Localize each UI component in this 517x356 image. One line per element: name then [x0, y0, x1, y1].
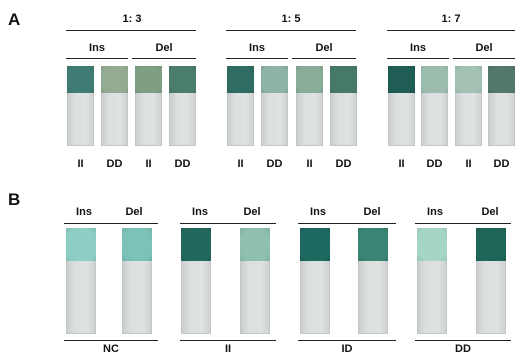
group-rule — [180, 223, 276, 224]
test-strip — [455, 66, 482, 146]
genotype-rule — [64, 340, 158, 341]
test-strip — [67, 66, 94, 146]
test-strip — [296, 66, 323, 146]
panel-a-letter: A — [8, 10, 21, 29]
genotype-rule — [180, 340, 276, 341]
ins-label: Ins — [89, 42, 105, 54]
test-strip — [421, 66, 448, 146]
strip-pad — [227, 66, 254, 93]
test-strip — [300, 228, 330, 334]
test-strip — [488, 66, 515, 146]
genotype-label: II — [145, 158, 152, 170]
strip-pad — [66, 228, 96, 261]
ratio-label: 1: 3 — [122, 13, 142, 25]
strip-pad — [417, 228, 447, 261]
ins-rule — [66, 58, 128, 59]
test-strip — [358, 228, 388, 334]
test-strip — [240, 228, 270, 334]
genotype-label: ID — [341, 343, 353, 355]
ratio-label: 1: 5 — [281, 13, 301, 25]
test-strip — [476, 228, 506, 334]
strip-pad — [67, 66, 94, 93]
test-strip — [101, 66, 128, 146]
ratio-rule — [226, 30, 356, 31]
strip-pad — [488, 66, 515, 93]
del-label: Del — [315, 42, 333, 54]
group-rule — [298, 223, 396, 224]
panel-b-letter: B — [8, 190, 21, 209]
del-label: Del — [155, 42, 173, 54]
test-strip — [135, 66, 162, 146]
genotype-label: II — [465, 158, 472, 170]
strip-pad — [455, 66, 482, 93]
test-strip — [388, 66, 415, 146]
strip-pad — [101, 66, 128, 93]
genotype-rule — [415, 340, 511, 341]
group-rule — [64, 223, 158, 224]
genotype-label: DD — [426, 158, 443, 170]
strip-pad — [330, 66, 357, 93]
test-strip — [66, 228, 96, 334]
ins-label: Ins — [192, 206, 208, 218]
del-label: Del — [475, 42, 493, 54]
strip-pad — [300, 228, 330, 261]
test-strip — [181, 228, 211, 334]
del-rule — [292, 58, 356, 59]
del-label: Del — [243, 206, 261, 218]
del-rule — [132, 58, 196, 59]
genotype-label: DD — [493, 158, 510, 170]
del-label: Del — [125, 206, 143, 218]
genotype-label: DD — [106, 158, 123, 170]
strip-pad — [261, 66, 288, 93]
genotype-label: DD — [455, 343, 471, 355]
strip-pad — [135, 66, 162, 93]
strip-pad — [476, 228, 506, 261]
test-strip — [227, 66, 254, 146]
genotype-label: DD — [266, 158, 283, 170]
genotype-label: DD — [335, 158, 352, 170]
del-label: Del — [481, 206, 499, 218]
ins-rule — [226, 58, 288, 59]
group-rule — [415, 223, 511, 224]
genotype-label: DD — [174, 158, 191, 170]
test-strip — [169, 66, 196, 146]
test-strip — [330, 66, 357, 146]
test-strip — [417, 228, 447, 334]
strip-pad — [240, 228, 270, 261]
strip-pad — [358, 228, 388, 261]
strip-pad — [296, 66, 323, 93]
del-rule — [453, 58, 515, 59]
ins-label: Ins — [249, 42, 265, 54]
del-label: Del — [363, 206, 381, 218]
test-strip — [122, 228, 152, 334]
ins-label: Ins — [310, 206, 326, 218]
ins-label: Ins — [410, 42, 426, 54]
strip-pad — [421, 66, 448, 93]
genotype-label: II — [398, 158, 405, 170]
strip-pad — [122, 228, 152, 261]
ins-label: Ins — [427, 206, 443, 218]
ins-label: Ins — [76, 206, 92, 218]
ratio-rule — [387, 30, 515, 31]
genotype-label: II — [224, 343, 232, 355]
genotype-rule — [298, 340, 396, 341]
test-strip — [261, 66, 288, 146]
genotype-label: II — [77, 158, 84, 170]
ins-rule — [387, 58, 449, 59]
genotype-label: II — [306, 158, 313, 170]
strip-pad — [181, 228, 211, 261]
ratio-label: 1: 7 — [441, 13, 461, 25]
genotype-label: NC — [103, 343, 119, 355]
strip-pad — [388, 66, 415, 93]
ratio-rule — [66, 30, 196, 31]
genotype-label: II — [237, 158, 244, 170]
strip-pad — [169, 66, 196, 93]
